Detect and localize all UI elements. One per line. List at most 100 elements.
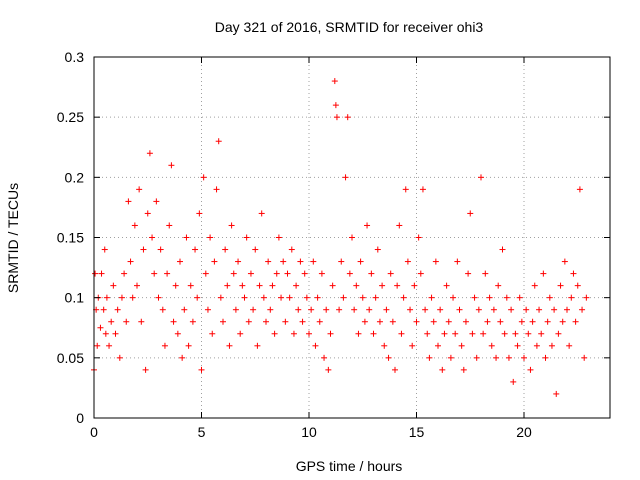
data-point — [555, 330, 562, 337]
data-point — [351, 306, 358, 313]
x-tick-label: 10 — [301, 424, 317, 440]
data-point — [194, 294, 201, 301]
data-point — [469, 330, 476, 337]
y-tick-label: 0.05 — [57, 350, 84, 366]
data-point — [443, 282, 450, 289]
data-point — [508, 306, 515, 313]
data-point — [106, 342, 113, 349]
data-point — [278, 294, 285, 301]
data-point — [140, 246, 147, 253]
data-point — [151, 270, 158, 277]
data-point — [364, 222, 371, 229]
data-point — [374, 246, 381, 253]
data-point — [536, 306, 543, 313]
data-point — [155, 294, 162, 301]
data-point — [392, 366, 398, 373]
data-points — [91, 78, 590, 397]
data-point — [551, 306, 558, 313]
data-point — [411, 282, 418, 289]
data-point — [568, 294, 575, 301]
data-point — [447, 354, 454, 361]
data-point — [441, 330, 448, 337]
data-point — [368, 270, 375, 277]
data-point — [226, 342, 233, 349]
data-point — [110, 282, 117, 289]
data-point — [142, 366, 149, 373]
data-point — [123, 318, 130, 325]
data-point — [316, 318, 323, 325]
data-point — [267, 306, 274, 313]
data-point — [114, 306, 121, 313]
data-point — [336, 306, 343, 313]
data-point — [224, 282, 231, 289]
data-point — [263, 318, 269, 325]
data-point — [497, 318, 504, 325]
data-point — [174, 330, 181, 337]
data-point — [200, 174, 207, 181]
data-point — [217, 294, 224, 301]
data-point — [265, 258, 272, 265]
data-point — [299, 318, 306, 325]
data-point — [400, 294, 407, 301]
data-point — [157, 246, 164, 253]
y-tick-label: 0.2 — [65, 169, 85, 185]
data-point — [553, 390, 560, 397]
data-point — [372, 294, 379, 301]
data-point — [576, 186, 583, 193]
data-point — [482, 270, 489, 277]
data-point — [232, 306, 239, 313]
y-axis-label: SRMTID / TECUs — [5, 183, 21, 293]
data-point — [389, 318, 396, 325]
data-point — [179, 354, 186, 361]
data-point — [187, 282, 194, 289]
chart-title: Day 321 of 2016, SRMTID for receiver ohi… — [215, 19, 484, 35]
data-point — [542, 354, 549, 361]
data-point — [344, 114, 351, 121]
data-point — [430, 318, 437, 325]
data-point — [269, 282, 276, 289]
data-point — [514, 342, 521, 349]
data-point — [366, 306, 373, 313]
data-point — [94, 342, 101, 349]
x-tick-label: 15 — [409, 424, 425, 440]
data-point — [525, 330, 532, 337]
data-point — [161, 342, 168, 349]
data-point — [134, 282, 140, 289]
data-point — [230, 270, 237, 277]
data-point — [146, 150, 153, 157]
data-point — [435, 342, 441, 349]
data-point — [570, 270, 577, 277]
data-point — [112, 330, 119, 337]
data-point — [189, 318, 196, 325]
data-point — [383, 306, 390, 313]
data-point — [185, 342, 192, 349]
data-point — [327, 330, 334, 337]
data-point — [559, 318, 566, 325]
data-point — [467, 210, 474, 217]
data-point — [247, 270, 254, 277]
data-point — [243, 234, 250, 241]
data-point — [131, 222, 138, 229]
data-point — [204, 306, 211, 313]
data-point — [235, 258, 242, 265]
data-point — [202, 270, 209, 277]
data-point — [394, 282, 401, 289]
data-point — [192, 246, 199, 253]
data-point — [306, 330, 312, 337]
data-point — [301, 270, 308, 277]
data-point — [342, 174, 349, 181]
data-point — [288, 246, 295, 253]
data-point — [314, 294, 321, 301]
data-point — [293, 282, 300, 289]
y-tick-label: 0.25 — [57, 109, 84, 125]
data-point — [357, 258, 364, 265]
data-point — [275, 234, 282, 241]
y-tick-label: 0 — [76, 410, 84, 426]
data-point — [260, 294, 267, 301]
data-point — [581, 354, 588, 361]
data-point — [168, 162, 175, 169]
data-point — [129, 294, 136, 301]
data-point — [181, 306, 188, 313]
y-tick-label: 0.15 — [57, 230, 84, 246]
